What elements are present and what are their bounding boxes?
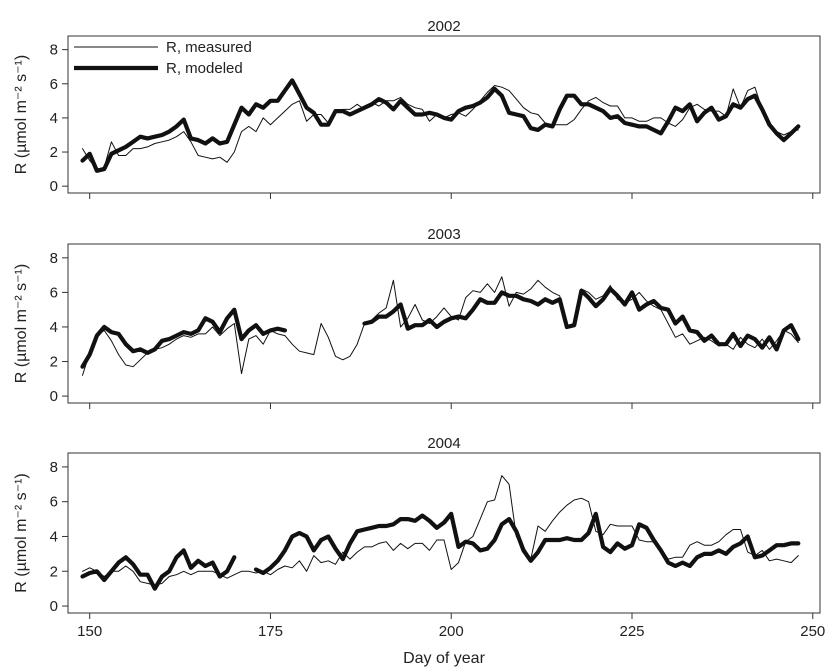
legend: R, measured R, modeled bbox=[74, 39, 252, 77]
y-tick-label: 8 bbox=[50, 459, 58, 476]
plot-frame bbox=[67, 243, 821, 404]
x-tick-label: 175 bbox=[258, 623, 283, 640]
x-tick-label: 200 bbox=[439, 623, 464, 640]
y-axis-title: R (µmol m⁻² s⁻¹) bbox=[13, 55, 30, 174]
legend-label: R, modeled bbox=[166, 60, 243, 77]
y-tick-label: 2 bbox=[50, 144, 58, 161]
x-tick-label: 150 bbox=[77, 623, 102, 640]
panel-title: 2003 bbox=[427, 226, 460, 243]
plot-frame bbox=[67, 35, 821, 194]
panel-2004: 2004 0 2 4 6 8 150 175 200 225 250 R (µmol m⁻² s⁻¹) bbox=[13, 435, 825, 640]
series-line-modeled bbox=[80, 511, 801, 591]
y-tick-label: 8 bbox=[50, 42, 58, 59]
y-tick-label: 2 bbox=[50, 563, 58, 580]
y-tick-label: 0 bbox=[50, 178, 58, 195]
y-tick-label: 0 bbox=[50, 598, 58, 615]
plot-frame bbox=[67, 452, 821, 614]
y-tick-label: 8 bbox=[50, 250, 58, 267]
y-tick-label: 4 bbox=[50, 110, 58, 127]
panel-title: 2004 bbox=[427, 435, 460, 452]
x-axis-title: Day of year bbox=[403, 650, 485, 667]
series-line-modeled bbox=[80, 286, 801, 369]
y-axis-title: R (µmol m⁻² s⁻¹) bbox=[13, 473, 30, 592]
y-tick-label: 4 bbox=[50, 319, 58, 336]
series-line-measured bbox=[82, 85, 799, 170]
legend-label: R, measured bbox=[166, 39, 252, 56]
y-tick-label: 2 bbox=[50, 354, 58, 371]
series-line-modeled bbox=[80, 78, 801, 173]
y-tick-label: 4 bbox=[50, 528, 58, 545]
y-tick-label: 6 bbox=[50, 76, 58, 93]
y-tick-label: 0 bbox=[50, 388, 58, 405]
panel-title: 2002 bbox=[427, 18, 460, 35]
panel-2002: 2002 0 2 4 6 8 R (µmol m⁻² s⁻¹) bbox=[13, 18, 821, 199]
x-tick-label: 225 bbox=[619, 623, 644, 640]
y-axis-title: R (µmol m⁻² s⁻¹) bbox=[13, 264, 30, 383]
panel-2003: 2003 0 2 4 6 8 R (µmol m⁻² s⁻¹) bbox=[13, 226, 821, 409]
y-tick-label: 6 bbox=[50, 284, 58, 301]
series-line-measured bbox=[82, 276, 799, 376]
series-line-measured bbox=[82, 475, 799, 586]
y-tick-label: 6 bbox=[50, 494, 58, 511]
x-tick-label: 250 bbox=[800, 623, 825, 640]
